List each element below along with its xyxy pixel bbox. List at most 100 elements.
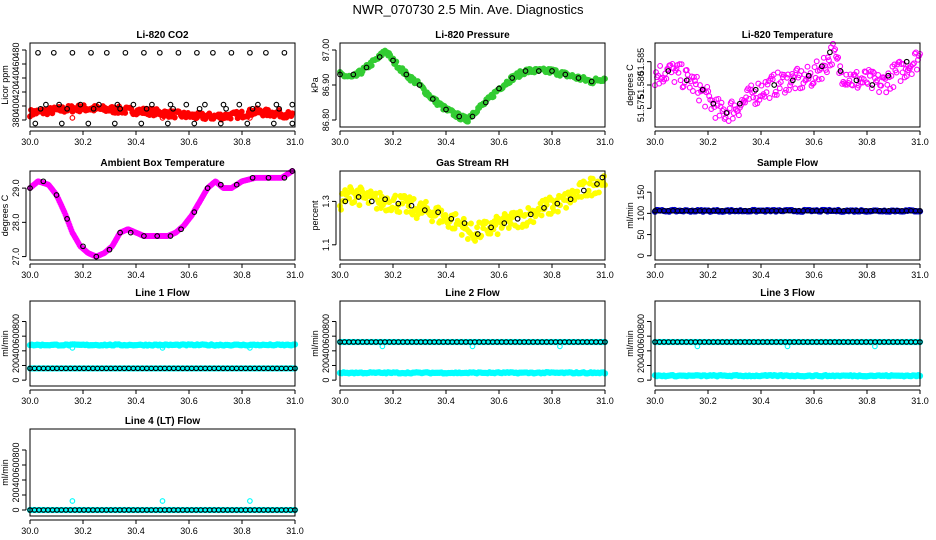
data-point — [695, 89, 701, 96]
data-point — [514, 215, 521, 222]
data-point — [392, 192, 399, 199]
y-tick-label: 0 — [321, 378, 331, 383]
chart-panel-line1: Line 1 Flow 30.0 30.2 30.4 30.6 30.8 31.0 0 2004… — [0, 288, 304, 406]
x-tick-label: 30.4 — [127, 137, 145, 147]
y-tick-label: 400 — [11, 343, 21, 358]
data-point — [122, 109, 129, 116]
data-point — [289, 110, 296, 117]
data-point — [233, 181, 240, 188]
series-3 — [337, 339, 608, 345]
data-point — [849, 82, 856, 89]
x-tick-label: 30.4 — [127, 396, 145, 406]
x-tick-label: 30.8 — [233, 526, 251, 536]
data-point — [706, 93, 713, 100]
data-point — [783, 86, 789, 93]
plot-frame — [29, 42, 296, 128]
data-point — [276, 105, 282, 112]
data-point — [217, 120, 224, 127]
data-point — [265, 174, 272, 181]
y-tick-label: 0 — [11, 507, 21, 512]
data-point — [869, 68, 876, 75]
series-0 — [336, 369, 609, 377]
data-point — [408, 202, 415, 209]
x-axis: 30.0 30.2 30.4 30.6 30.8 31.0 — [21, 130, 304, 147]
data-point — [220, 101, 227, 108]
data-point — [167, 101, 174, 108]
series-0 — [651, 372, 924, 380]
x-tick-label: 31.0 — [911, 137, 929, 147]
x-tick-label: 30.2 — [384, 396, 402, 406]
data-point — [281, 49, 288, 56]
x-tick-label: 30.4 — [437, 137, 455, 147]
data-point — [527, 211, 534, 218]
data-point — [897, 78, 904, 85]
data-point — [202, 101, 208, 108]
x-tick-label: 30.8 — [858, 137, 876, 147]
data-point — [818, 75, 825, 82]
data-point — [663, 75, 670, 82]
data-point — [837, 63, 844, 70]
x-tick-label: 31.0 — [286, 137, 304, 147]
data-point — [680, 83, 687, 90]
x-axis: 30.0 30.2 30.4 30.6 30.8 31.0 — [331, 389, 614, 406]
data-point — [771, 82, 778, 88]
y-axis: 0 50 100 150 — [636, 185, 652, 258]
data-point — [784, 74, 790, 81]
data-point — [864, 80, 871, 87]
data-point — [435, 209, 441, 216]
data-point — [494, 231, 501, 238]
data-point — [474, 224, 481, 231]
panel-title: Line 4 (LT) Flow — [125, 416, 201, 427]
data-point — [678, 61, 685, 68]
x-axis: 30.0 30.2 30.4 30.6 30.8 31.0 — [646, 130, 929, 147]
data-point — [111, 120, 118, 127]
data-point — [868, 85, 875, 92]
data-point — [776, 85, 783, 92]
x-tick-label: 30.4 — [752, 396, 770, 406]
y-tick-label: 800 — [11, 314, 21, 329]
data-point — [785, 71, 791, 78]
y-tick-label: 440 — [11, 70, 21, 85]
data-point — [842, 81, 849, 88]
panel-title: Li-820 CO2 — [136, 30, 189, 41]
data-point — [368, 62, 375, 69]
data-point — [351, 199, 358, 205]
data-point — [178, 226, 184, 233]
data-point — [535, 68, 542, 74]
y-axis-label: ml/min — [625, 202, 635, 229]
x-tick-label: 30.8 — [233, 137, 251, 147]
data-point — [676, 61, 683, 68]
data-point — [90, 105, 97, 112]
y-tick-label: 87.00 — [321, 39, 331, 62]
data-point — [154, 233, 161, 239]
y-tick-label: 100 — [636, 206, 646, 221]
data-point — [501, 220, 508, 226]
x-tick-label: 30.2 — [699, 270, 717, 280]
data-point — [594, 181, 600, 187]
data-point — [541, 205, 547, 211]
data-point — [171, 114, 178, 121]
data-point — [777, 79, 784, 86]
data-point — [270, 120, 277, 127]
chart-panel-line4: Line 4 (LT) Flow 30.0 30.2 30.4 30.6 30.8 31.0… — [0, 416, 304, 536]
y-axis: 1.1 1.3 — [321, 195, 337, 251]
data-point — [771, 91, 778, 98]
data-point — [874, 77, 880, 84]
x-tick-label: 31.0 — [286, 396, 304, 406]
data-point — [141, 49, 147, 56]
data-point — [595, 189, 602, 196]
data-point — [805, 75, 812, 82]
data-point — [249, 105, 256, 112]
data-point — [780, 71, 787, 78]
plot-frame — [29, 170, 296, 261]
data-point — [832, 46, 839, 53]
chart-panel-sample: Sample Flow 30.0 30.2 30.4 30.6 30.8 31.0 0 50 10… — [625, 158, 929, 280]
data-point — [64, 105, 70, 112]
data-point — [585, 187, 592, 194]
series-2 — [27, 507, 298, 513]
data-point — [452, 211, 459, 217]
data-point — [483, 219, 490, 225]
data-point — [567, 196, 574, 203]
x-tick-label: 30.4 — [437, 270, 455, 280]
